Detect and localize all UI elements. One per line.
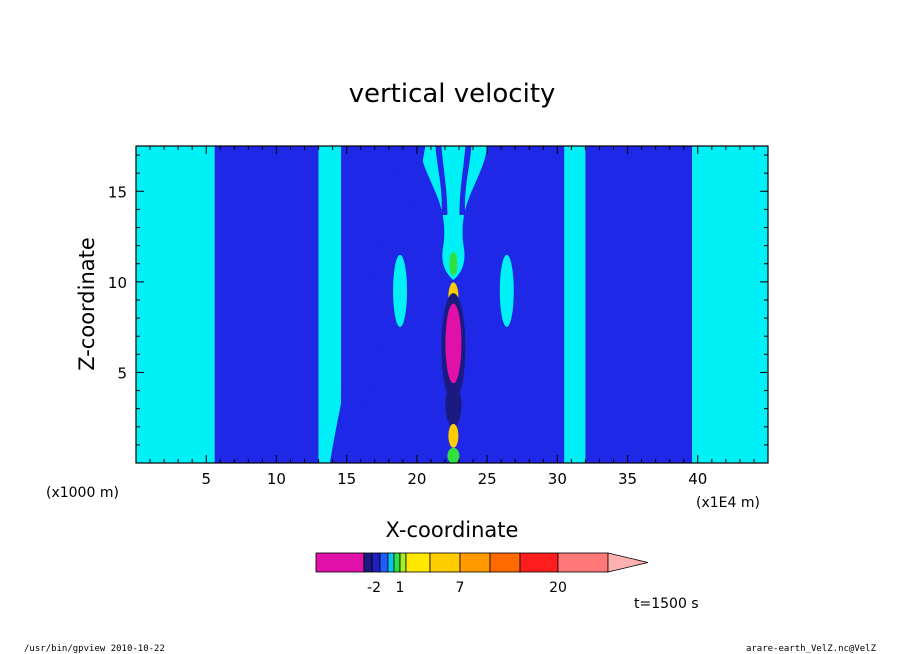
colorbar-level (393, 552, 401, 573)
plume-upper-right-arm (459, 146, 472, 215)
x-tick-label: 25 (478, 470, 497, 488)
column-yellow-bottom (448, 423, 459, 448)
colorbar-level (459, 552, 491, 573)
x-tick-label: 20 (407, 470, 426, 488)
colorbar-level (405, 552, 431, 573)
colorbar-label: 1 (396, 580, 405, 596)
plot-frame (135, 145, 769, 464)
footer-right: arare-earth_VelZ.nc@VelZ (746, 644, 877, 654)
y-tick-label: 10 (108, 274, 127, 292)
region-cyan-mid-right (564, 146, 586, 463)
colorbar-level (387, 552, 395, 573)
x-tick-label: 35 (618, 470, 637, 488)
region-blue-left (214, 146, 319, 463)
x-axis-label: X-coordinate (386, 518, 519, 542)
x-tick-label: 10 (267, 470, 286, 488)
region-blue-right (585, 146, 693, 463)
colorbar-arrow (607, 552, 649, 573)
region-cyan-mid-left (318, 146, 342, 463)
y-axis-ticks: 5 10 15 (108, 154, 768, 446)
colorbar-level (557, 552, 609, 573)
y-tick-label: 15 (108, 183, 127, 201)
footer-left: /usr/bin/gpview 2010-10-22 (24, 644, 165, 654)
column-green-top (449, 251, 458, 276)
colorbar-label: 7 (456, 580, 465, 596)
chart-title: vertical velocity (349, 79, 556, 109)
colorbar-level (363, 552, 373, 573)
left-blue-tongue (329, 146, 426, 463)
colorbar-label: 20 (549, 580, 567, 596)
y-axis-label: Z-coordinate (75, 237, 99, 371)
colorbar-level (489, 552, 521, 573)
time-label: t=1500 s (634, 596, 699, 612)
colorbar-level (379, 552, 389, 573)
x-tick-label: 40 (688, 470, 707, 488)
column-magenta (445, 303, 462, 384)
column-green-bottom (447, 447, 460, 464)
right-lobe (499, 254, 514, 327)
plume-upper-left-arm (435, 146, 448, 215)
colorbar-level (429, 552, 461, 573)
colorbar-level (519, 552, 559, 573)
contour-field (136, 146, 768, 464)
x-tick-label: 15 (337, 470, 356, 488)
x-tick-label: 5 (201, 470, 211, 488)
column-dark-lower (445, 383, 462, 428)
plume-upper (419, 146, 488, 280)
region-cyan-right (692, 146, 768, 463)
colorbar: -2 1 7 20 (315, 552, 649, 596)
x-unit-right: (x1E4 m) (696, 495, 760, 511)
colorbar-label: -2 (367, 580, 381, 596)
x-axis-ticks: 5 10 15 20 25 30 35 40 (149, 146, 755, 488)
colorbar-level (371, 552, 381, 573)
x-unit-left: (x1000 m) (46, 485, 119, 501)
x-tick-label: 30 (548, 470, 567, 488)
y-tick-label: 5 (117, 364, 127, 382)
colorbar-level (399, 552, 407, 573)
colorbar-level (315, 552, 365, 573)
region-cyan-left (136, 146, 215, 463)
frame-border (135, 145, 769, 464)
left-lobe (393, 254, 408, 327)
